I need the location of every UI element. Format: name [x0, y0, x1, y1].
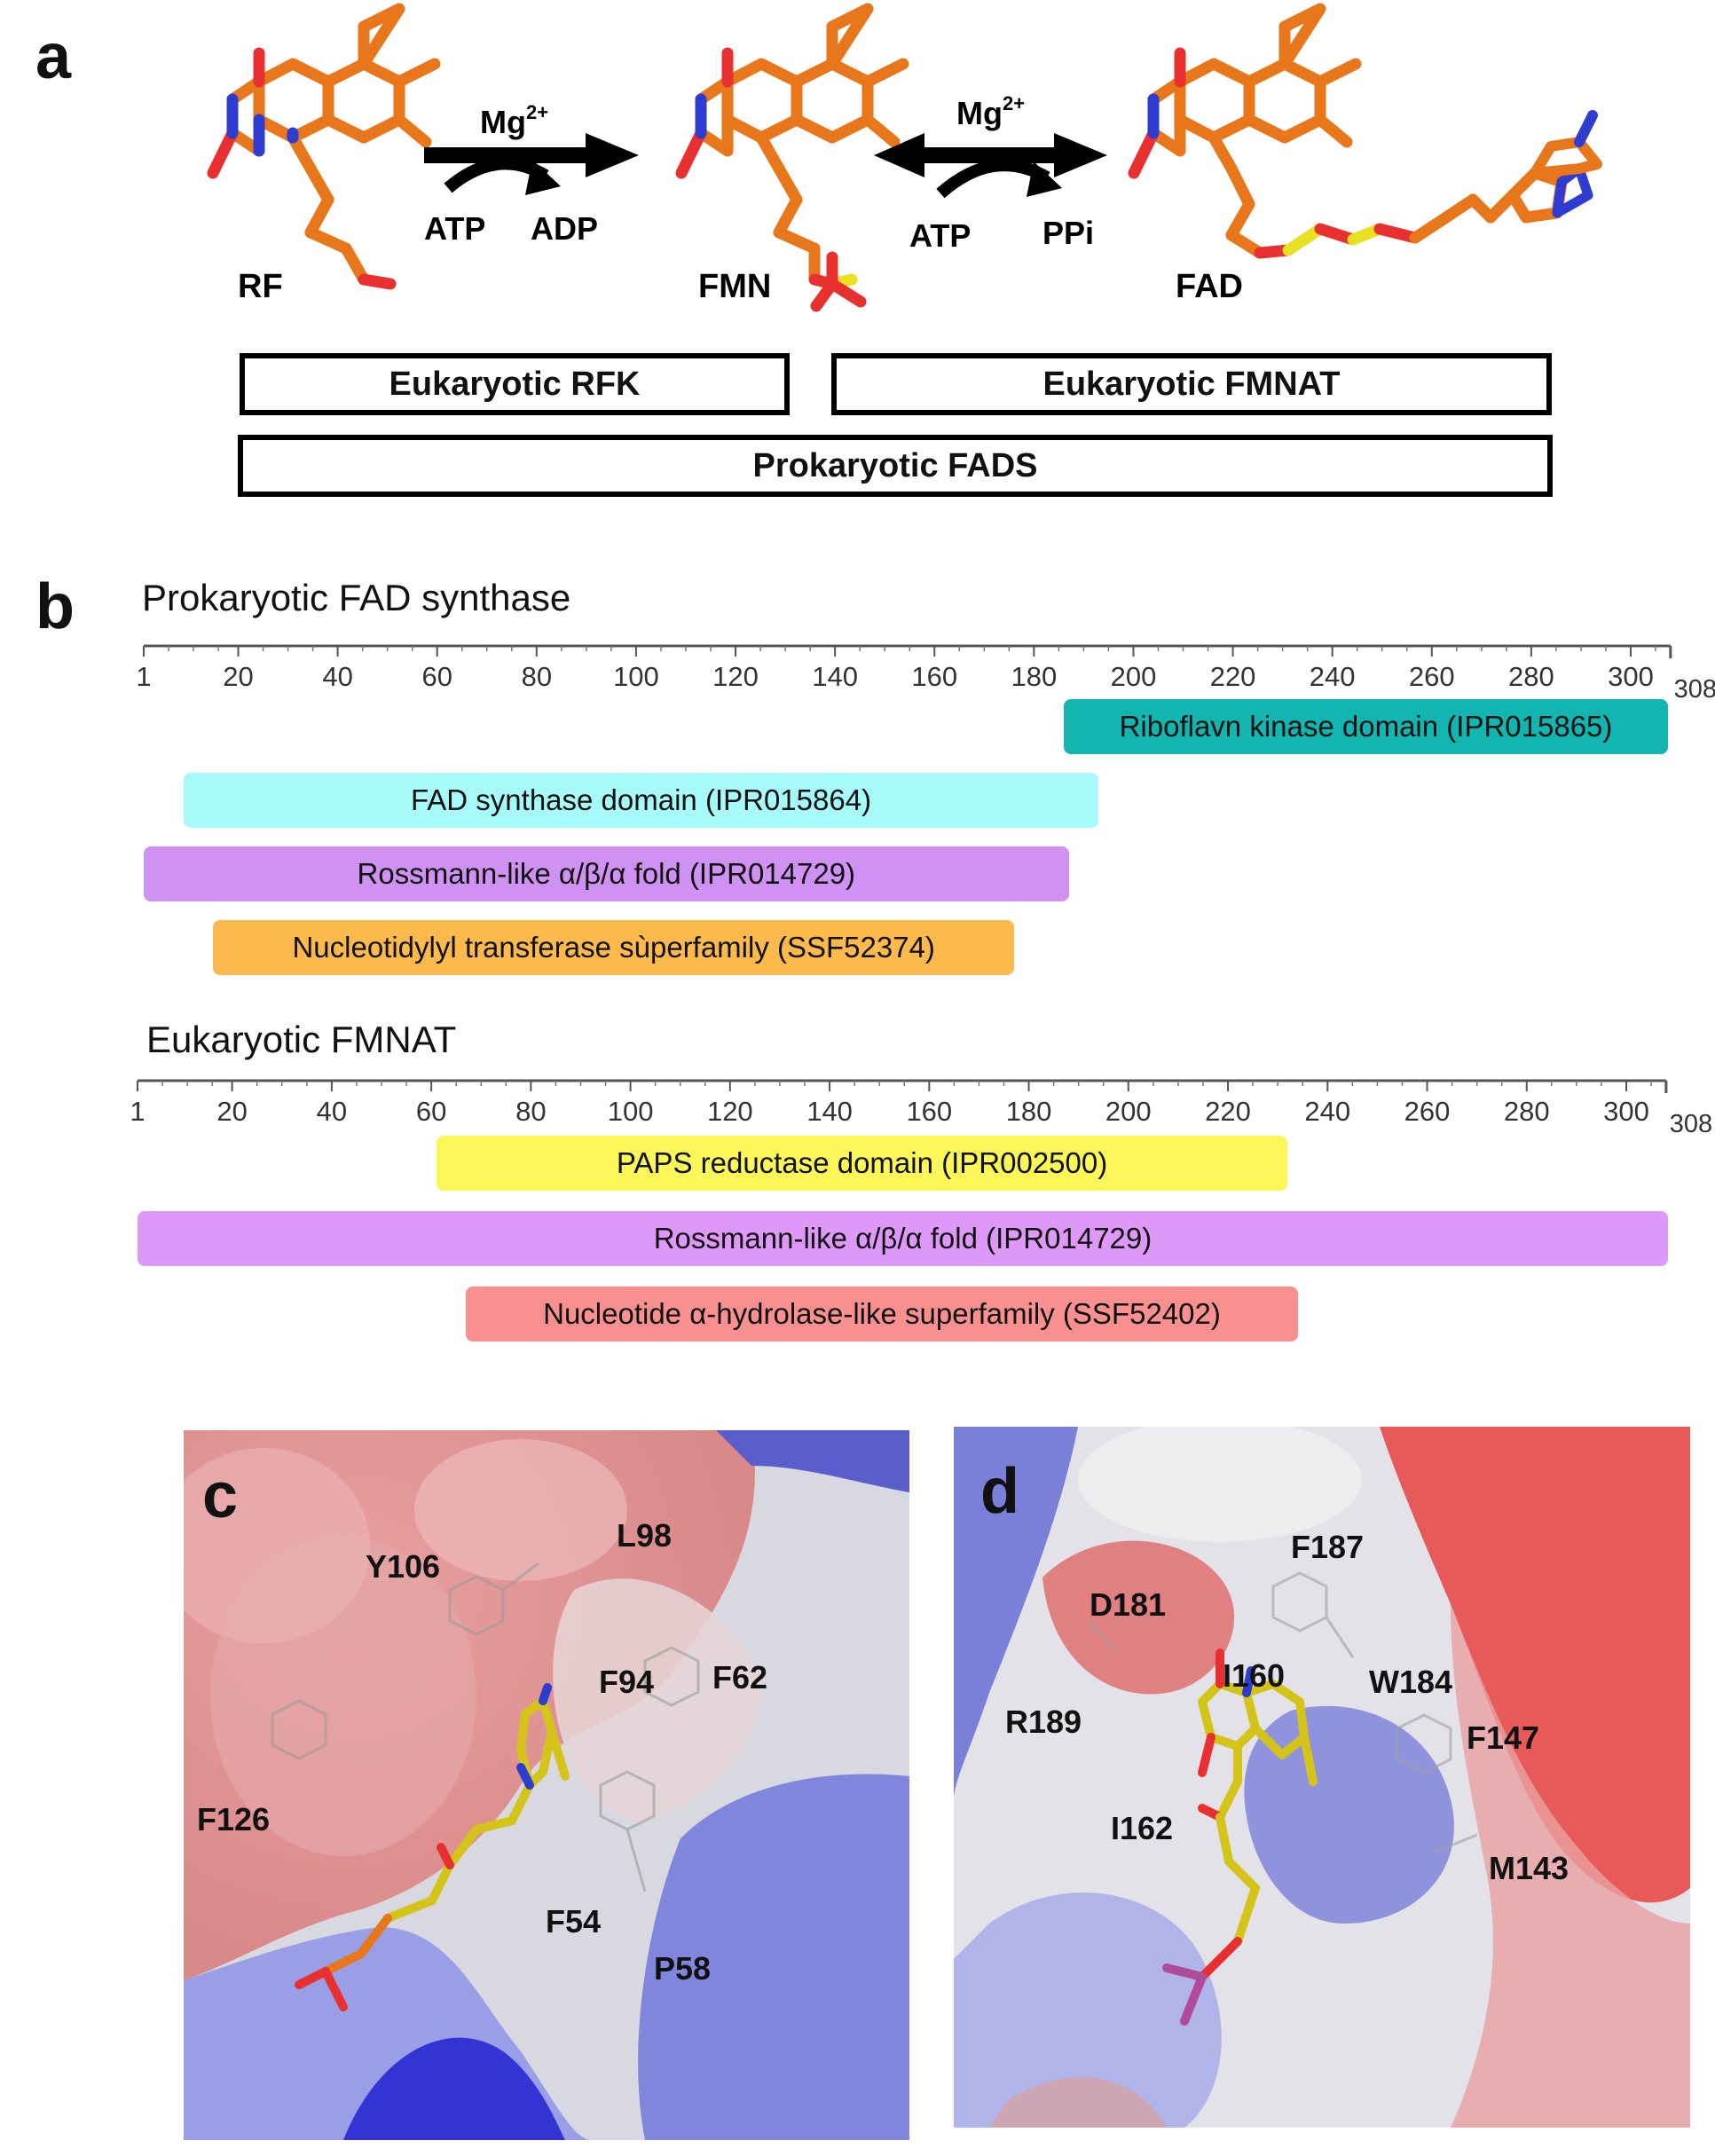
axis-tick-label: 1: [136, 661, 151, 692]
axis-tick-label: 100: [608, 1096, 654, 1127]
axis-tick-label: 200: [1111, 661, 1157, 692]
axis-tick-label: 200: [1105, 1096, 1152, 1127]
axis-tick-label: 100: [613, 661, 659, 692]
domain-label: FAD synthase domain (IPR015864): [410, 783, 872, 816]
label-fmn: FMN: [698, 268, 771, 305]
domain-label: Rossmann-like α/β/α fold (IPR014729): [653, 1222, 1153, 1255]
axis-tick-label: 20: [223, 661, 253, 692]
box-eukaryotic-fmnat: Eukaryotic FMNAT: [831, 353, 1552, 415]
axis-tick-label: 160: [906, 1096, 952, 1127]
reaction2-product: PPi: [1042, 215, 1094, 251]
reaction1-product: ADP: [531, 210, 598, 247]
residue-label-f147: F147: [1467, 1719, 1540, 1756]
residue-label-f126: F126: [197, 1801, 271, 1837]
reaction2-cofactor: Mg2+: [956, 92, 1025, 131]
domain-bar: PAPS reductase domain (IPR002500): [436, 1136, 1288, 1191]
axis-tick-label: 180: [1006, 1096, 1052, 1127]
panel-d-surface: [954, 1427, 1690, 2128]
axis-tick-label: 120: [712, 661, 759, 692]
domain-label: Nucleotidylyl transferase sùperfamily (S…: [292, 931, 935, 964]
axis-tick-label: 220: [1210, 661, 1256, 692]
axis-tick-label: 140: [812, 661, 858, 692]
residue-label-r189: R189: [1005, 1704, 1082, 1740]
residue-label-l98: L98: [617, 1517, 673, 1554]
axis-tick-label: 240: [1304, 1096, 1350, 1127]
residue-label-m143: M143: [1489, 1850, 1569, 1886]
riboflavin-structure: [207, 3, 441, 290]
axis-tick-label: 280: [1504, 1096, 1550, 1127]
axis-tick-label: 260: [1404, 1096, 1451, 1127]
axis-tick-label: 120: [707, 1096, 753, 1127]
track2-container: 1 20 40 60 80 100 120 140 160 180 200 220 240 260 280 3…: [130, 1079, 1712, 1342]
domain-bar: Riboflavn kinase domain (IPR015865): [1063, 699, 1668, 754]
reaction1-substrate: ATP: [424, 210, 485, 247]
track-axis: 1 20 40 60 80 100 120 140 160 180 200 220 240 260 280 3…: [130, 1079, 1712, 1134]
residue-label-w184: W184: [1369, 1664, 1453, 1700]
axis-tick-label: 160: [911, 661, 957, 692]
axis-tick-label: 180: [1011, 661, 1057, 692]
domain-bar: Rossmann-like α/β/α fold (IPR014729): [138, 1211, 1668, 1266]
domain-bar: Nucleotidylyl transferase sùperfamily (S…: [213, 920, 1014, 975]
axis-tick-label: 260: [1409, 661, 1455, 692]
residue-label-i160: I160: [1223, 1657, 1286, 1694]
panel-label-a: a: [35, 21, 72, 92]
axis-tick-label: 220: [1205, 1096, 1251, 1127]
fmn-structure: [675, 3, 909, 312]
residue-label-f187: F187: [1291, 1529, 1365, 1565]
domain-label: Riboflavn kinase domain (IPR015865): [1119, 710, 1613, 743]
residue-label-f94: F94: [599, 1664, 655, 1700]
axis-tick-label: 240: [1310, 661, 1356, 692]
axis-end-label: 308: [1674, 675, 1715, 699]
domain-label: Nucleotide α-hydrolase-like superfamily …: [543, 1297, 1221, 1330]
axis-tick-label: 20: [216, 1096, 247, 1127]
box-prokaryotic-fads: Prokaryotic FADS: [238, 435, 1553, 497]
reaction2-arrow: [874, 133, 1107, 199]
axis-tick-label: 60: [421, 661, 452, 692]
axis-tick-label: 140: [806, 1096, 853, 1127]
track2-title: Eukaryotic FMNAT: [146, 1019, 457, 1060]
residue-label-f54: F54: [546, 1903, 602, 1940]
domain-label: PAPS reductase domain (IPR002500): [616, 1146, 1108, 1179]
panel-label-d: d: [980, 1456, 1019, 1527]
axis-tick-label: 40: [317, 1096, 347, 1127]
reaction-scheme: RF FMN FAD Mg2+ ATP ADP Mg2+ ATP PPi: [207, 3, 1602, 312]
axis-tick-label: 300: [1608, 661, 1654, 692]
axis-tick-label: 280: [1508, 661, 1554, 692]
panel-c-surface: [184, 1430, 909, 2140]
domain-bar: FAD synthase domain (IPR015864): [183, 773, 1099, 828]
residue-label-i162: I162: [1111, 1810, 1174, 1846]
residue-label-y106: Y106: [366, 1548, 441, 1585]
residue-label-p58: P58: [654, 1950, 712, 1987]
axis-tick-label: 1: [130, 1096, 145, 1127]
reaction1-arrow: [424, 133, 639, 195]
axis-tick-label: 300: [1603, 1096, 1649, 1127]
panel-label-c: c: [202, 1460, 239, 1531]
reaction2-substrate: ATP: [909, 217, 971, 254]
box-eukaryotic-rfk: Eukaryotic RFK: [240, 353, 790, 415]
axis-tick-label: 80: [522, 661, 552, 692]
fad-structure: [1128, 3, 1602, 259]
axis-end-label: 308: [1670, 1110, 1712, 1134]
track1-title: Prokaryotic FAD synthase: [142, 577, 571, 618]
residue-label-f62: F62: [712, 1659, 768, 1696]
label-fad: FAD: [1176, 268, 1243, 305]
axis-tick-label: 40: [322, 661, 352, 692]
track-axis: 1 20 40 60 80 100 120 140 160 180 200 220 240 260 280 3…: [136, 644, 1715, 699]
axis-tick-label: 60: [416, 1096, 446, 1127]
domain-bar: Nucleotide α-hydrolase-like superfamily …: [466, 1287, 1298, 1342]
label-rf: RF: [238, 268, 283, 305]
panel-label-b: b: [35, 571, 75, 642]
reaction1-cofactor: Mg2+: [480, 101, 548, 140]
residue-label-d181: D181: [1090, 1586, 1167, 1623]
axis-tick-label: 80: [515, 1096, 546, 1127]
track1-container: 1 20 40 60 80 100 120 140 160 180 200 220 240 260 280 3…: [0, 0, 1715, 976]
domain-label: Rossmann-like α/β/α fold (IPR014729): [357, 857, 856, 890]
domain-bar: Rossmann-like α/β/α fold (IPR014729): [144, 846, 1069, 901]
